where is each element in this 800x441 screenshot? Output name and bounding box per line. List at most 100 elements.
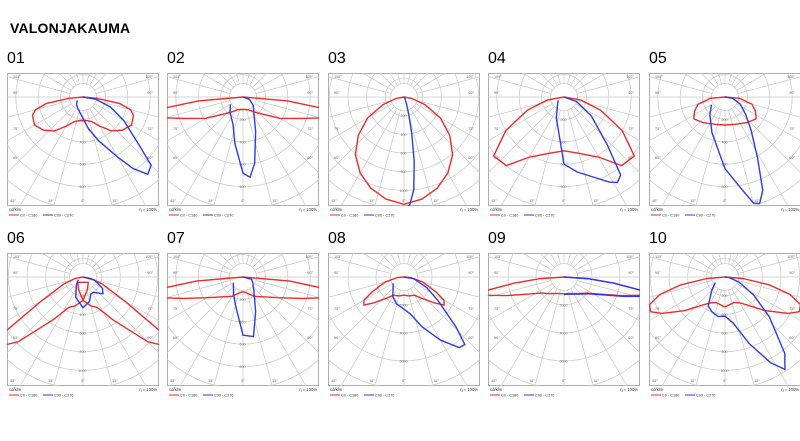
- grid-spoke: [7, 280, 71, 298]
- angle-label: 60°: [173, 336, 179, 340]
- grid-spoke: [415, 253, 447, 271]
- legend-red-label: C0 - C180: [341, 394, 358, 398]
- grid-spoke: [500, 288, 558, 386]
- grid-spoke: [410, 108, 468, 206]
- grid-spoke: [416, 256, 480, 274]
- unit-label: cd/klm: [330, 207, 343, 212]
- legend-blue-label: C90 - C270: [214, 394, 233, 398]
- grid-spoke: [328, 283, 393, 322]
- ring-label: 200: [722, 294, 728, 298]
- grid-spoke: [695, 289, 722, 386]
- angle-label: 0°: [723, 379, 727, 383]
- ring-label: 600: [401, 152, 407, 156]
- grid-spoke: [328, 100, 392, 118]
- angle-label: 60°: [147, 156, 153, 160]
- polar-chart-svg: 2000 4000 6000 8000 105° 90° 75° 60° 105° 90° 75° 6…: [488, 253, 640, 398]
- angle-label: 15°: [754, 379, 760, 383]
- panel-number: 08: [328, 230, 346, 247]
- grid-spoke: [361, 73, 393, 91]
- angle-label: 60°: [494, 336, 500, 340]
- angle-label: 15°: [690, 379, 696, 383]
- angle-label: 105°: [787, 75, 795, 79]
- ring-label: 1000: [721, 369, 729, 373]
- series-c90-c270: [392, 276, 466, 349]
- grid-spoke: [407, 289, 434, 386]
- angle-label: 90°: [147, 271, 153, 275]
- panel-number: 07: [167, 230, 185, 247]
- eta-label: η = 100%: [620, 387, 638, 392]
- angle-label: 90°: [334, 91, 340, 95]
- angle-label: 60°: [789, 156, 795, 160]
- ring-label: 400: [80, 313, 86, 317]
- grid-spoke: [94, 283, 159, 322]
- grid-spoke: [695, 109, 722, 206]
- unit-label: cd/klm: [490, 387, 503, 392]
- angle-label: 105°: [334, 75, 342, 79]
- angle-label: 60°: [468, 336, 474, 340]
- grid-spoke: [340, 288, 398, 386]
- series-c90-c270: [232, 276, 257, 338]
- angle-label: 15°: [208, 199, 214, 203]
- grid-spoke: [576, 280, 640, 298]
- angle-label: 60°: [494, 156, 500, 160]
- angle-label: 15°: [112, 199, 118, 203]
- angle-label: 75°: [628, 307, 634, 311]
- polar-chart-02: 200 400 600 800 1000 105° 90° 75° 60° 105° 90° 75° 6…: [167, 73, 319, 219]
- polar-chart-04: 200 400 600 800 1000 105° 90° 75° 60° 105° 90° 75° 6…: [488, 73, 640, 219]
- angle-label: 45°: [10, 379, 16, 383]
- series-c90-c270: [75, 96, 152, 175]
- grid-spoke: [734, 286, 800, 353]
- angle-label: 45°: [10, 199, 16, 203]
- angle-label: 105°: [655, 75, 663, 79]
- ring-label: 800: [722, 185, 728, 189]
- grid-spoke: [328, 103, 393, 142]
- legend-blue-label: C90 - C270: [696, 394, 715, 398]
- legend-red-label: C0 - C180: [501, 214, 518, 218]
- panel-number: 04: [488, 50, 506, 67]
- grid-spoke: [576, 256, 640, 274]
- angle-label: 45°: [491, 199, 497, 203]
- grid-spoke: [649, 106, 716, 174]
- ring-label: 8000: [560, 388, 568, 392]
- legend-blue-label: C90 - C270: [535, 394, 554, 398]
- grid-spoke: [734, 106, 800, 173]
- ring-label: 1000: [560, 208, 568, 212]
- angle-label: 60°: [628, 156, 634, 160]
- grid-spoke: [488, 76, 552, 94]
- angle-label: 45°: [170, 199, 176, 203]
- unit-label: cd/klm: [9, 387, 22, 392]
- grid-spoke: [728, 109, 755, 206]
- angle-label: 75°: [13, 307, 19, 311]
- angle-label: 15°: [272, 199, 278, 203]
- angle-label: 75°: [494, 127, 500, 131]
- ring-label: 1000: [400, 189, 408, 193]
- ring-label: 800: [722, 350, 728, 354]
- grid-spoke: [488, 103, 553, 142]
- angle-label: 90°: [628, 91, 634, 95]
- angle-label: 90°: [334, 271, 340, 275]
- angle-label: 60°: [307, 336, 313, 340]
- grid-spoke: [86, 289, 113, 386]
- panel-number: 03: [328, 50, 346, 67]
- grid-spoke: [575, 253, 607, 271]
- angle-label: 75°: [13, 127, 19, 131]
- ring-label: 400: [240, 140, 246, 144]
- ring-label: 4000: [400, 332, 408, 336]
- ring-label: 400: [80, 140, 86, 144]
- series-c90-c270: [563, 276, 640, 298]
- angle-label: 15°: [593, 379, 599, 383]
- angle-label: 75°: [307, 127, 313, 131]
- ring-label: 6000: [560, 360, 568, 364]
- grid-spoke: [249, 108, 307, 206]
- eta-label: η = 100%: [781, 207, 799, 212]
- eta-label: η = 100%: [460, 207, 478, 212]
- eta-label: η = 100%: [139, 207, 157, 212]
- ring-label: 600: [240, 163, 246, 167]
- angle-label: 15°: [272, 379, 278, 383]
- grid-spoke: [167, 103, 232, 142]
- angle-label: 45°: [170, 379, 176, 383]
- polar-chart-08: 2000 4000 6000 8000 105° 90° 75° 60° 105° 90° 75° 6…: [328, 253, 480, 399]
- legend-red-label: C0 - C180: [662, 394, 679, 398]
- legend-blue-label: C90 - C270: [54, 394, 73, 398]
- grid-spoke: [92, 106, 159, 174]
